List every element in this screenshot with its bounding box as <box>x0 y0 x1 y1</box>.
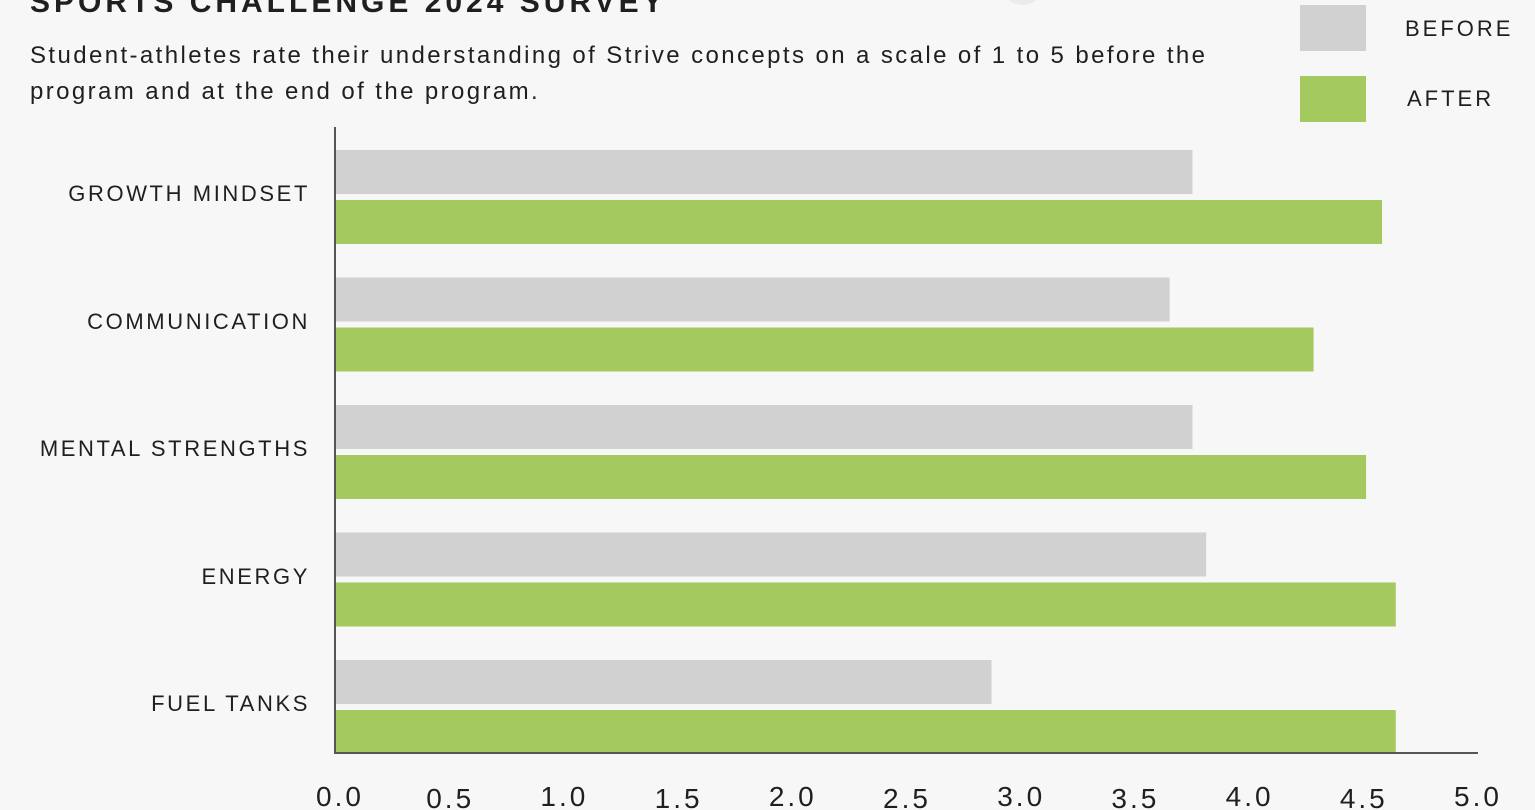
x-tick-label-0-0: 0.0 <box>316 781 364 810</box>
chart-subtitle: Student-athletes rate their understandin… <box>30 42 1208 105</box>
legend-swatch-after <box>1300 76 1366 122</box>
bar-after-fuel-tanks <box>336 710 1396 754</box>
legend-label-before: BEFORE <box>1405 16 1514 41</box>
x-tick-label-4-5: 4.5 <box>1340 783 1388 810</box>
legend-label-after: AFTER <box>1407 86 1495 111</box>
category-label-growth-mindset: GROWTH MINDSET <box>68 181 310 206</box>
x-tick-label-4-0: 4.0 <box>1226 781 1274 810</box>
x-tick-label-5-0: 5.0 <box>1454 781 1502 810</box>
x-tick-labels: 0.0 0.5 1.0 1.5 2.0 2.5 3.0 3.5 4.0 4.5 5.0 <box>316 781 1502 810</box>
bars-group <box>336 150 1396 754</box>
category-label-fuel-tanks: FUEL TANKS <box>151 691 310 716</box>
x-tick-label-2-0: 2.0 <box>769 781 817 810</box>
x-tick-label-2-5: 2.5 <box>883 783 931 810</box>
decorative-shape <box>1000 0 1045 5</box>
bar-after-mental-strengths <box>336 455 1367 499</box>
bar-after-energy <box>336 582 1396 627</box>
bar-before-energy <box>336 532 1207 577</box>
category-label-mental-strengths: MENTAL STRENGTHS <box>39 436 310 461</box>
bar-before-growth-mindset <box>336 150 1193 194</box>
bar-after-growth-mindset <box>336 200 1383 244</box>
legend-swatch-before <box>1300 5 1366 51</box>
bar-after-communication <box>336 327 1314 372</box>
bar-before-fuel-tanks <box>336 660 992 704</box>
category-label-energy: ENERGY <box>201 563 310 589</box>
x-tick-label-3-0: 3.0 <box>997 781 1045 810</box>
x-tick-label-3-5: 3.5 <box>1111 783 1159 810</box>
category-label-communication: COMMUNICATION <box>87 308 310 334</box>
bar-before-communication <box>336 277 1170 322</box>
bar-before-mental-strengths <box>336 405 1193 449</box>
x-tick-label-1-5: 1.5 <box>655 783 703 810</box>
x-tick-label-1-0: 1.0 <box>540 781 588 810</box>
x-tick-label-0-5: 0.5 <box>426 783 474 810</box>
chart-title: SPORTS CHALLENGE 2024 SURVEY <box>30 0 667 19</box>
